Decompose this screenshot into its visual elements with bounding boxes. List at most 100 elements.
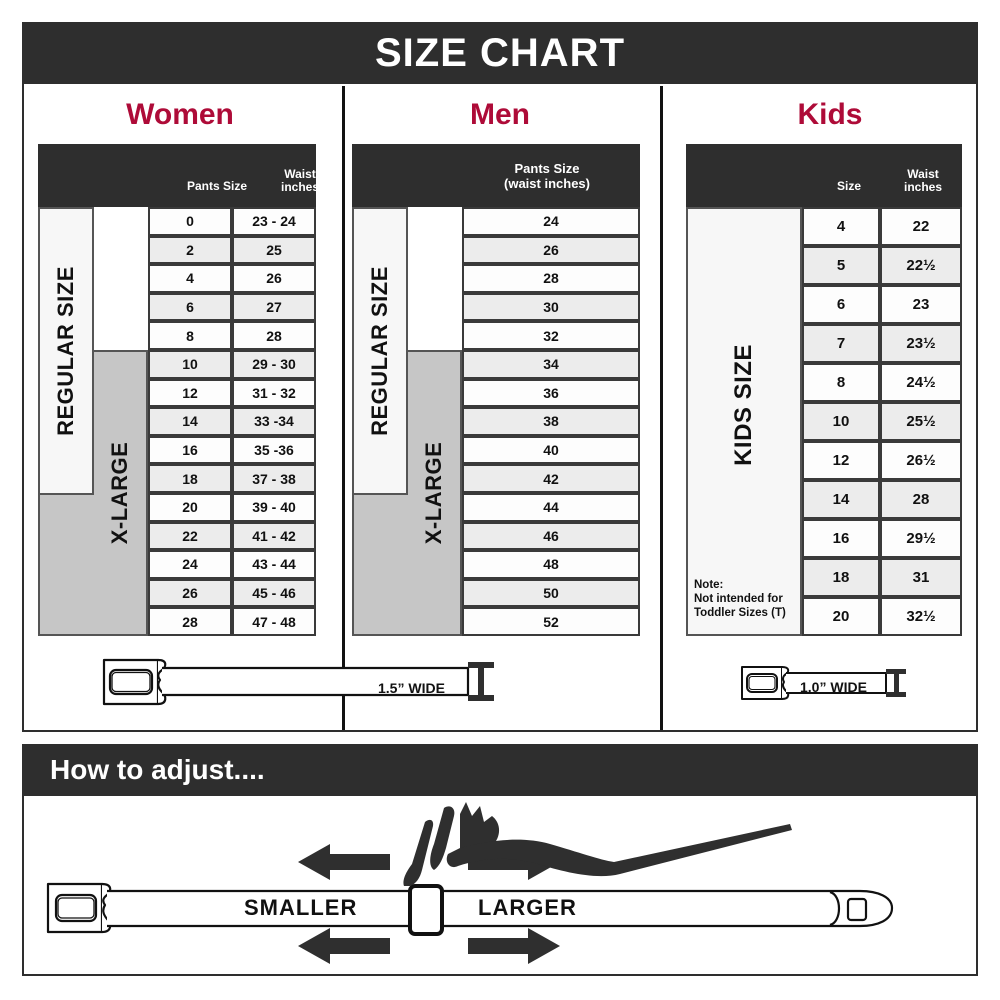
cell-waist: 23 [880, 285, 962, 324]
adjust-belt-illustration [46, 802, 894, 964]
cell-waist: 29½ [880, 519, 962, 558]
cell-size: 10 [802, 402, 880, 441]
table-row: 34 [462, 350, 640, 379]
cell-size: 0 [148, 207, 232, 236]
table-row: 16 29½ [802, 519, 962, 558]
cell-waist: 22½ [880, 246, 962, 285]
table-row: 24 [462, 207, 640, 236]
section-heading-men: Men [470, 98, 530, 131]
table-row: 10 29 - 30 [148, 350, 316, 379]
cell-size: 2 [148, 235, 232, 265]
section-heading-women: Women [126, 98, 234, 131]
cell-size: 32 [462, 321, 640, 350]
arrow-left-top-icon [298, 844, 390, 880]
cell-waist: 26 [232, 264, 316, 293]
adult-belt-width-label: 1.5” WIDE [378, 680, 445, 696]
kids-belt-illustration [741, 666, 906, 700]
table-row: 18 37 - 38 [148, 464, 316, 493]
cell-size: 40 [462, 435, 640, 465]
cell-size: 14 [802, 480, 880, 519]
men-xlarge-label: X-LARGE [421, 441, 446, 545]
table-row: 14 33 -34 [148, 407, 316, 436]
table-row: 7 23½ [802, 324, 962, 363]
cell-size: 34 [462, 350, 640, 379]
section-heading-kids: Kids [797, 98, 863, 131]
table-row: 36 [462, 378, 640, 408]
men-col-line2: (waist inches) [504, 176, 590, 191]
cell-size: 6 [802, 285, 880, 324]
cell-size: 16 [802, 519, 880, 558]
hand-icon [403, 802, 792, 886]
cell-waist: 41 - 42 [232, 521, 316, 551]
arrow-right-bottom-icon [468, 928, 560, 964]
women-regular-box: REGULAR SIZE [38, 207, 94, 495]
cell-waist: 37 - 38 [232, 464, 316, 493]
cell-waist: 25 [232, 235, 316, 265]
table-row: 18 31 [802, 558, 962, 597]
cell-size: 4 [802, 207, 880, 246]
cell-waist: 23 - 24 [232, 207, 316, 236]
women-table-header: Pants Size Waist inches [38, 144, 319, 207]
kids-belt-width-label: 1.0” WIDE [800, 679, 867, 695]
table-row: 38 [462, 407, 640, 436]
cell-size: 28 [462, 264, 640, 293]
kids-note-line-2: Not intended for [694, 593, 783, 605]
table-row: 28 47 - 48 [148, 607, 316, 636]
table-row: 22 41 - 42 [148, 521, 316, 551]
width-caliper-icon [468, 662, 494, 701]
cell-size: 52 [462, 607, 640, 636]
table-row: 24 43 - 44 [148, 550, 316, 579]
cell-size: 26 [462, 235, 640, 265]
cell-size: 44 [462, 493, 640, 522]
table-row: 26 45 - 46 [148, 578, 316, 608]
cell-waist: 39 - 40 [232, 493, 316, 522]
larger-label: LARGER [478, 895, 577, 920]
cell-size: 20 [148, 493, 232, 522]
cell-waist: 25½ [880, 402, 962, 441]
kids-size-box: KIDS SIZE [686, 207, 802, 636]
table-row: 4 22 [802, 207, 962, 246]
cell-size: 28 [148, 607, 232, 636]
table-row: 14 28 [802, 480, 962, 519]
cell-size: 18 [802, 558, 880, 597]
cell-size: 46 [462, 521, 640, 551]
table-row: 46 [462, 521, 640, 551]
title-bar: SIZE CHART [22, 22, 978, 84]
how-to-adjust-heading: How to adjust.... [50, 754, 265, 785]
cell-size: 48 [462, 550, 640, 579]
table-row: 20 32½ [802, 597, 962, 636]
kids-note-line-1: Note: [694, 579, 724, 591]
cell-waist: 33 -34 [232, 407, 316, 436]
cell-size: 5 [802, 246, 880, 285]
table-row: 20 39 - 40 [148, 493, 316, 522]
table-row: 6 27 [148, 292, 316, 322]
cell-waist: 22 [880, 207, 962, 246]
table-row: 30 [462, 292, 640, 322]
cell-waist: 29 - 30 [232, 350, 316, 379]
men-xlarge-fill [352, 493, 408, 636]
men-col-pants-size: Pants Size (waist inches) [457, 161, 637, 191]
smaller-label: SMALLER [244, 895, 358, 920]
cell-size: 16 [148, 435, 232, 465]
table-row: 52 [462, 607, 640, 636]
belt-keeper-loop [408, 884, 444, 936]
table-row: 8 28 [148, 321, 316, 350]
kids-note: Note: Not intended for Toddler Sizes (T) [694, 578, 804, 620]
cell-size: 8 [148, 321, 232, 350]
cell-size: 24 [462, 207, 640, 236]
cell-size: 18 [148, 464, 232, 493]
women-xlarge-fill [38, 493, 94, 636]
table-row: 0 23 - 24 [148, 207, 316, 236]
page-title: SIZE CHART [375, 31, 625, 75]
cell-waist: 31 [880, 558, 962, 597]
women-xlarge-box: X-LARGE [92, 350, 148, 636]
cell-waist: 43 - 44 [232, 550, 316, 579]
cell-size: 12 [802, 441, 880, 480]
adult-belt-illustration [102, 658, 494, 706]
women-col-waist-inches: Waist inches [280, 167, 319, 194]
cell-waist: 27 [232, 292, 316, 322]
kids-size-label: KIDS SIZE [730, 343, 757, 466]
cell-size: 26 [148, 578, 232, 608]
women-col-pants-size: Pants Size [186, 179, 248, 193]
